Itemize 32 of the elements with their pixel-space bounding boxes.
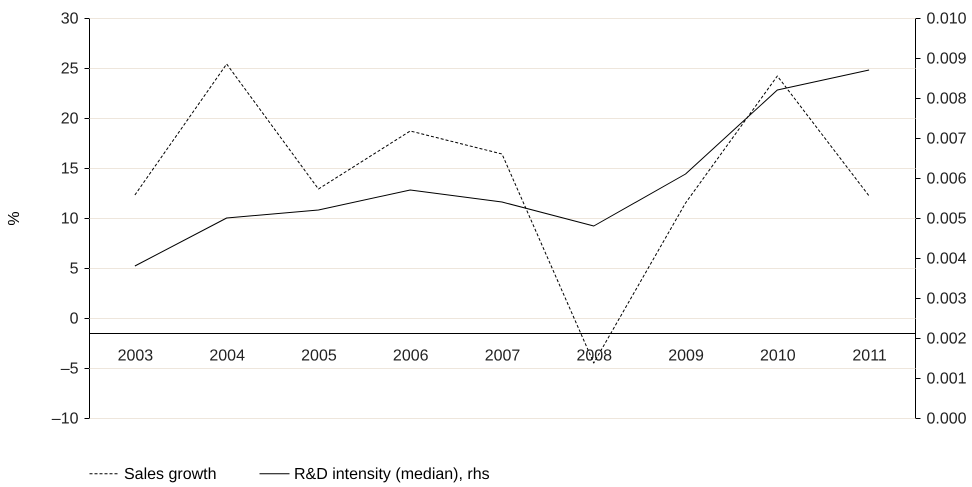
y-tick-label: 0 <box>70 310 79 328</box>
y-tick-label: 15 <box>60 160 79 178</box>
legend-label: Sales growth <box>124 466 216 483</box>
y2-tick-label: 0.003 <box>926 290 967 308</box>
y-tick-label: 30 <box>60 10 79 28</box>
y2-tick-label: 0.006 <box>926 170 967 188</box>
y2-tick-label: 0.005 <box>926 210 967 228</box>
y-tick-label: 25 <box>60 60 79 78</box>
y-tick-label: –10 <box>52 410 79 428</box>
y2-tick-label: 0.001 <box>926 370 967 388</box>
x-tick-label: 2006 <box>392 348 429 364</box>
y-axis-title: % <box>6 211 23 226</box>
x-tick-label: 2011 <box>852 348 887 364</box>
legend-label: R&D intensity (median), rhs <box>294 466 490 483</box>
y2-tick-label: 0.007 <box>926 130 967 148</box>
x-tick-label: 2004 <box>209 348 246 364</box>
x-tick-label: 2008 <box>576 348 612 364</box>
y2-tick-label: 0.002 <box>926 330 967 348</box>
x-tick-label: 2007 <box>484 348 520 364</box>
y2-tick-label: 0.000 <box>926 410 967 428</box>
y-tick-label: –5 <box>60 360 79 378</box>
x-tick-label: 2003 <box>118 348 154 364</box>
x-tick-label: 2010 <box>760 348 796 364</box>
y2-tick-label: 0.008 <box>926 90 967 108</box>
y-tick-label: 5 <box>70 260 79 278</box>
y-tick-label: 20 <box>60 110 79 128</box>
y-tick-label: 10 <box>60 210 79 228</box>
y2-tick-label: 0.009 <box>926 50 967 68</box>
y2-tick-label: 0.010 <box>926 10 967 28</box>
x-tick-label: 2009 <box>668 348 704 364</box>
y2-tick-label: 0.004 <box>926 250 967 268</box>
x-tick-label: 2005 <box>301 348 337 364</box>
